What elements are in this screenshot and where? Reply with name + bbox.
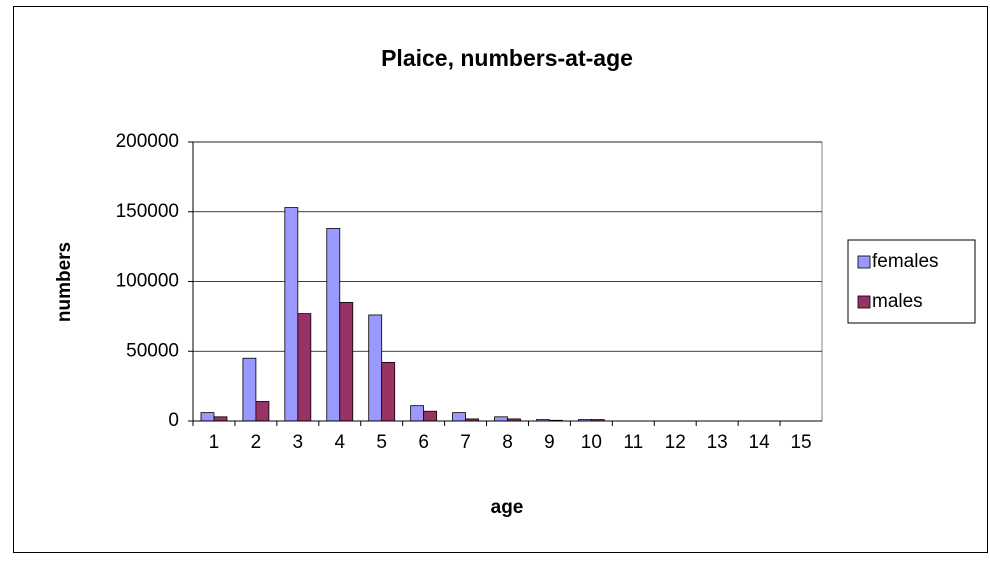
x-tick-label: 15 xyxy=(790,432,811,453)
bar xyxy=(339,302,354,422)
x-tick-label: 1 xyxy=(209,432,220,453)
legend-swatch xyxy=(857,255,871,269)
x-tick-label: 9 xyxy=(544,432,555,453)
bar xyxy=(368,314,383,422)
bar xyxy=(297,313,312,422)
y-tick-label: 50000 xyxy=(126,340,179,361)
legend-label: females xyxy=(872,251,939,272)
bar xyxy=(326,228,341,422)
x-tick-label: 4 xyxy=(334,432,345,453)
chart-title: Plaice, numbers-at-age xyxy=(381,45,633,71)
y-tick-label: 0 xyxy=(168,410,179,431)
bar xyxy=(423,410,438,422)
x-tick-label: 13 xyxy=(707,432,728,453)
x-tick-label: 14 xyxy=(749,432,771,453)
y-tick-label: 100000 xyxy=(116,271,179,292)
bar xyxy=(284,207,299,422)
legend-box xyxy=(847,239,976,324)
x-tick-label: 11 xyxy=(623,432,643,453)
legend-label: males xyxy=(872,291,923,312)
bar xyxy=(452,412,466,422)
x-tick-label: 6 xyxy=(418,432,429,453)
legend-swatch xyxy=(857,295,871,309)
y-tick-label: 150000 xyxy=(116,201,179,222)
x-tick-label: 3 xyxy=(293,432,304,453)
x-axis-label: age xyxy=(491,497,524,518)
bar xyxy=(242,357,257,422)
bar xyxy=(200,412,215,422)
x-tick-label: 8 xyxy=(502,432,513,453)
bar xyxy=(410,405,425,422)
x-tick-label: 2 xyxy=(251,432,262,453)
bar xyxy=(381,362,396,422)
x-tick-label: 7 xyxy=(460,432,471,453)
y-tick-label: 200000 xyxy=(116,131,179,152)
bar xyxy=(255,401,270,422)
x-tick-label: 10 xyxy=(581,432,602,453)
bar xyxy=(213,416,228,422)
x-tick-label: 12 xyxy=(665,432,686,453)
x-tick-label: 5 xyxy=(376,432,387,453)
bar xyxy=(494,416,508,422)
y-axis-label: numbers xyxy=(54,242,75,322)
